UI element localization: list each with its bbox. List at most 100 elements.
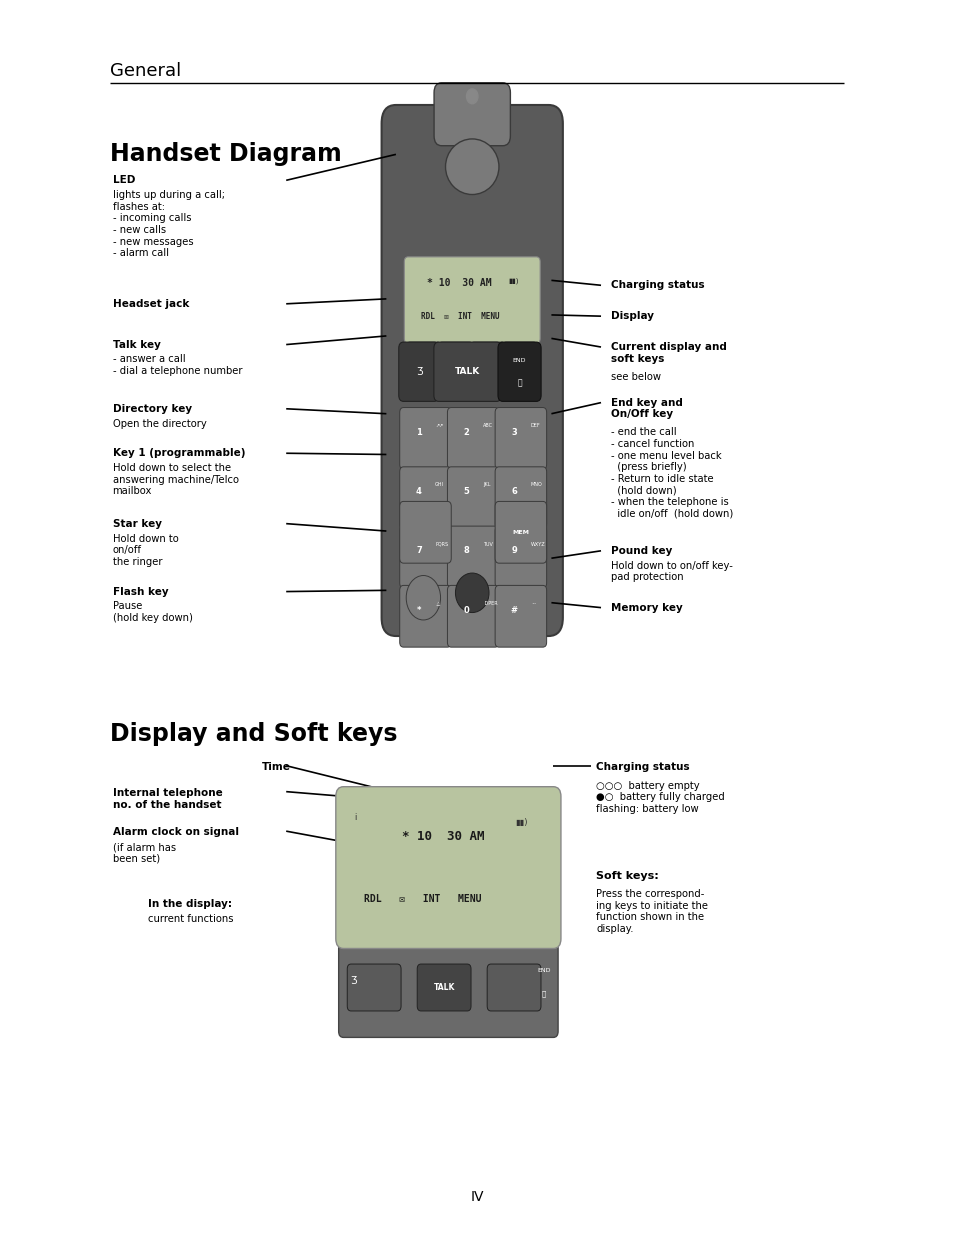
Ellipse shape bbox=[455, 573, 489, 613]
Text: Directory key: Directory key bbox=[112, 404, 192, 414]
Circle shape bbox=[406, 576, 440, 620]
Text: ▮▮): ▮▮) bbox=[508, 278, 518, 284]
Text: ⓞ: ⓞ bbox=[541, 990, 545, 997]
Text: DEF: DEF bbox=[530, 422, 539, 429]
FancyBboxPatch shape bbox=[399, 408, 451, 469]
Text: ABC: ABC bbox=[482, 422, 493, 429]
Text: 1: 1 bbox=[416, 427, 421, 437]
Ellipse shape bbox=[445, 140, 498, 194]
Text: --: -- bbox=[530, 600, 535, 606]
Text: Display and Soft keys: Display and Soft keys bbox=[110, 722, 396, 746]
Text: WXYZ: WXYZ bbox=[530, 541, 544, 547]
Text: i: i bbox=[354, 814, 355, 823]
Text: In the display:: In the display: bbox=[148, 899, 232, 909]
FancyBboxPatch shape bbox=[338, 941, 558, 1037]
Text: GHI: GHI bbox=[435, 482, 444, 488]
Text: Star key: Star key bbox=[112, 519, 161, 529]
Text: Soft keys:: Soft keys: bbox=[596, 871, 659, 881]
Text: PQRS: PQRS bbox=[435, 541, 448, 547]
Text: RDL   ✉   INT   MENU: RDL ✉ INT MENU bbox=[364, 894, 481, 904]
Text: #: # bbox=[510, 605, 517, 615]
FancyBboxPatch shape bbox=[447, 526, 498, 588]
Text: TALK: TALK bbox=[433, 983, 455, 992]
Text: TALK: TALK bbox=[455, 367, 479, 377]
Text: - answer a call
- dial a telephone number: - answer a call - dial a telephone numbe… bbox=[112, 354, 242, 375]
Text: General: General bbox=[110, 62, 181, 80]
Text: Press the correspond-
ing keys to initiate the
function shown in the
display.: Press the correspond- ing keys to initia… bbox=[596, 889, 707, 934]
Text: 5: 5 bbox=[463, 487, 469, 496]
Text: Headset jack: Headset jack bbox=[112, 299, 189, 309]
FancyBboxPatch shape bbox=[434, 342, 501, 401]
Text: Key 1 (programmable): Key 1 (programmable) bbox=[112, 448, 245, 458]
Text: END: END bbox=[537, 968, 550, 973]
Text: IV: IV bbox=[470, 1191, 483, 1204]
FancyBboxPatch shape bbox=[406, 342, 440, 387]
FancyBboxPatch shape bbox=[470, 342, 505, 387]
Text: 7: 7 bbox=[416, 546, 421, 556]
FancyBboxPatch shape bbox=[495, 408, 546, 469]
Text: 6: 6 bbox=[511, 487, 517, 496]
Text: *: * bbox=[416, 605, 420, 615]
Text: Handset Diagram: Handset Diagram bbox=[110, 142, 341, 165]
Text: Internal telephone
no. of the handset: Internal telephone no. of the handset bbox=[112, 788, 222, 809]
FancyBboxPatch shape bbox=[447, 585, 498, 647]
Text: 0: 0 bbox=[463, 605, 469, 615]
Text: DPER: DPER bbox=[482, 600, 497, 606]
Text: ↗↗: ↗↗ bbox=[435, 422, 443, 429]
FancyBboxPatch shape bbox=[416, 965, 471, 1011]
FancyBboxPatch shape bbox=[347, 965, 400, 1011]
FancyBboxPatch shape bbox=[447, 408, 498, 469]
Text: Open the directory: Open the directory bbox=[112, 419, 206, 429]
Text: 8: 8 bbox=[463, 546, 469, 556]
Text: End key and
On/Off key: End key and On/Off key bbox=[610, 398, 681, 419]
Text: Time: Time bbox=[262, 762, 291, 772]
FancyBboxPatch shape bbox=[399, 467, 451, 529]
Text: Hold down to on/off key-
pad protection: Hold down to on/off key- pad protection bbox=[610, 561, 732, 582]
Text: Talk key: Talk key bbox=[112, 340, 160, 350]
FancyBboxPatch shape bbox=[404, 257, 539, 343]
Text: Charging status: Charging status bbox=[610, 280, 703, 290]
Text: Current display and
soft keys: Current display and soft keys bbox=[610, 342, 725, 363]
Text: Charging status: Charging status bbox=[596, 762, 689, 772]
Circle shape bbox=[466, 89, 477, 104]
FancyBboxPatch shape bbox=[399, 585, 451, 647]
Text: ○○○  battery empty
●○  battery fully charged
flashing: battery low: ○○○ battery empty ●○ battery fully charg… bbox=[596, 781, 724, 814]
FancyBboxPatch shape bbox=[487, 965, 540, 1011]
Text: Ʒ: Ʒ bbox=[416, 367, 422, 377]
FancyBboxPatch shape bbox=[399, 526, 451, 588]
Text: JKL: JKL bbox=[482, 482, 490, 488]
FancyBboxPatch shape bbox=[495, 585, 546, 647]
Text: Hold down to select the
answering machine/Telco
mailbox: Hold down to select the answering machin… bbox=[112, 463, 238, 496]
Text: ▮▮): ▮▮) bbox=[515, 818, 528, 826]
FancyBboxPatch shape bbox=[381, 105, 562, 636]
Text: Flash key: Flash key bbox=[112, 587, 168, 597]
Text: MEM: MEM bbox=[512, 530, 529, 535]
FancyBboxPatch shape bbox=[398, 342, 438, 401]
Text: TUV: TUV bbox=[482, 541, 492, 547]
Text: MNO: MNO bbox=[530, 482, 541, 488]
Text: RDL  ✉  INT  MENU: RDL ✉ INT MENU bbox=[420, 312, 499, 321]
FancyBboxPatch shape bbox=[434, 83, 510, 146]
Text: * 10  30 AM: * 10 30 AM bbox=[402, 830, 484, 842]
FancyBboxPatch shape bbox=[335, 787, 560, 948]
Text: 2: 2 bbox=[463, 427, 469, 437]
Text: ⓞ: ⓞ bbox=[517, 378, 521, 388]
Text: Ʒ: Ʒ bbox=[350, 976, 355, 986]
FancyBboxPatch shape bbox=[495, 467, 546, 529]
Text: LED: LED bbox=[112, 175, 134, 185]
Text: - end the call
- cancel function
- one menu level back
  (press briefly)
- Retur: - end the call - cancel function - one m… bbox=[610, 427, 732, 519]
Text: current functions: current functions bbox=[148, 914, 233, 924]
Text: Memory key: Memory key bbox=[610, 603, 681, 613]
Text: Pound key: Pound key bbox=[610, 546, 671, 556]
FancyBboxPatch shape bbox=[399, 501, 451, 563]
Text: END: END bbox=[513, 358, 526, 363]
Text: see below: see below bbox=[610, 372, 659, 382]
Text: 9: 9 bbox=[511, 546, 517, 556]
FancyBboxPatch shape bbox=[495, 526, 546, 588]
Text: Display: Display bbox=[610, 311, 653, 321]
Text: △: △ bbox=[435, 600, 440, 606]
Text: 3: 3 bbox=[511, 427, 517, 437]
Text: Hold down to
on/off
the ringer: Hold down to on/off the ringer bbox=[112, 534, 178, 567]
FancyBboxPatch shape bbox=[447, 467, 498, 529]
FancyBboxPatch shape bbox=[497, 342, 540, 401]
